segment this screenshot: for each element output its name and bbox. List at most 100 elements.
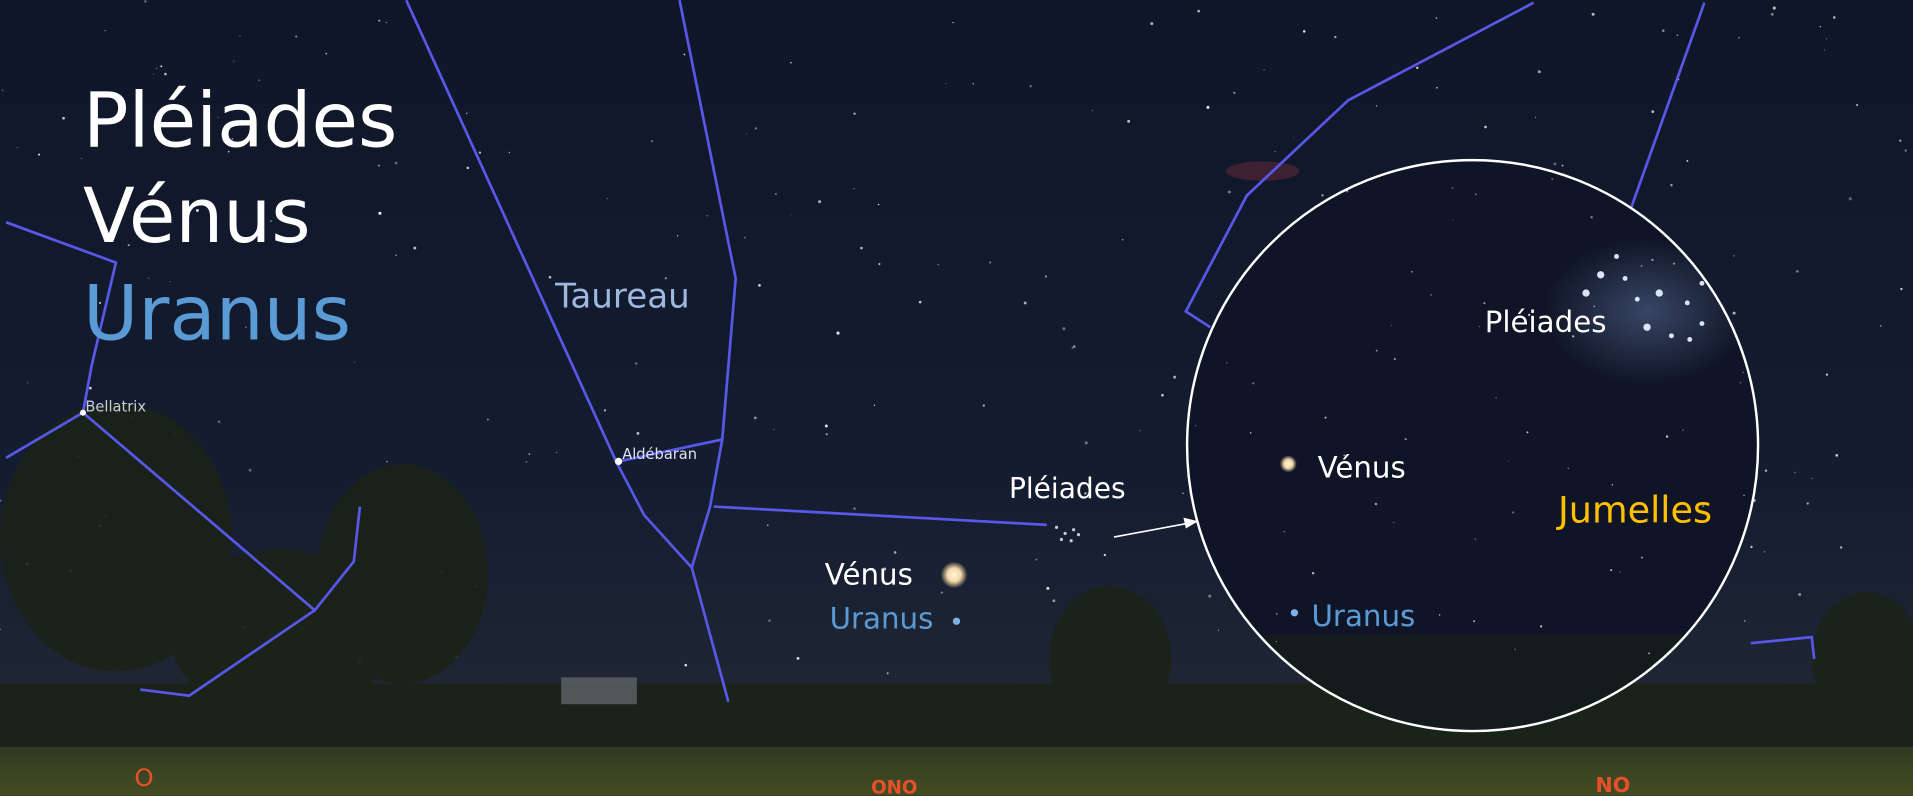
star	[853, 187, 855, 190]
star	[385, 21, 387, 24]
star	[1052, 599, 1056, 603]
star	[753, 416, 757, 420]
title-line: Vénus	[83, 172, 311, 260]
star	[676, 235, 679, 237]
star	[775, 193, 777, 195]
star	[790, 214, 792, 216]
star	[650, 140, 654, 143]
star	[603, 409, 607, 412]
star	[394, 161, 398, 165]
star	[766, 524, 769, 527]
star	[877, 203, 880, 206]
cluster-star	[1069, 539, 1073, 543]
star	[325, 52, 328, 55]
star	[1811, 477, 1813, 480]
star	[664, 277, 667, 280]
star-label: Bellatrix	[85, 398, 146, 415]
star	[1139, 430, 1141, 432]
star	[1374, 502, 1378, 506]
constellation-lines	[5, 0, 1816, 703]
star	[1796, 270, 1799, 273]
star	[1376, 105, 1378, 107]
star	[743, 236, 746, 239]
constellation-line	[618, 0, 738, 463]
star	[683, 53, 686, 56]
constellation-line	[82, 411, 362, 613]
star	[1474, 193, 1477, 196]
star	[377, 164, 380, 167]
star	[1553, 162, 1557, 166]
star	[1275, 640, 1277, 643]
star	[1819, 25, 1822, 28]
star	[1274, 150, 1276, 153]
cluster-star	[1684, 300, 1690, 306]
inset-uranus-label: Uranus	[1312, 599, 1416, 633]
star	[217, 116, 219, 119]
star	[295, 35, 298, 38]
star	[825, 433, 828, 436]
star	[1249, 432, 1252, 434]
star	[684, 663, 688, 667]
star	[886, 672, 889, 675]
star	[1324, 416, 1327, 419]
star	[217, 420, 221, 423]
star	[195, 209, 199, 212]
star	[636, 431, 640, 435]
star	[1686, 160, 1689, 162]
star	[231, 137, 234, 140]
star	[1770, 12, 1774, 16]
star	[1561, 164, 1564, 167]
star	[1392, 521, 1395, 524]
star	[269, 219, 272, 222]
star	[1375, 349, 1378, 352]
star	[1512, 511, 1515, 514]
star	[945, 83, 947, 85]
star	[1764, 469, 1768, 472]
star	[465, 112, 468, 115]
star	[466, 166, 470, 170]
star	[1404, 438, 1407, 441]
star	[1856, 104, 1859, 107]
star	[1572, 335, 1575, 338]
star	[239, 35, 241, 37]
star	[918, 300, 922, 304]
star	[1438, 614, 1441, 616]
star	[1403, 612, 1406, 615]
inset-pleiades-cluster	[1582, 254, 1705, 342]
star	[614, 457, 623, 466]
star	[395, 254, 397, 256]
constellation-line	[140, 609, 316, 698]
cluster-star	[1622, 275, 1628, 281]
star	[1451, 186, 1454, 189]
star	[16, 147, 18, 149]
star	[1535, 116, 1537, 118]
cluster-star	[1655, 289, 1663, 297]
star	[873, 404, 876, 406]
star	[127, 244, 130, 247]
star	[972, 83, 974, 85]
star	[758, 284, 761, 287]
star	[161, 208, 164, 211]
star	[1651, 110, 1655, 114]
star	[1537, 70, 1541, 74]
cluster-star	[1634, 296, 1640, 302]
constellation-line	[690, 439, 724, 568]
cluster-star	[1614, 254, 1619, 259]
star	[1197, 9, 1201, 13]
star	[487, 418, 489, 421]
star	[1252, 382, 1255, 385]
star	[225, 334, 227, 336]
star	[1835, 454, 1839, 457]
star	[378, 211, 382, 215]
star	[1619, 571, 1621, 573]
star	[508, 151, 511, 154]
star	[952, 21, 954, 24]
star	[1233, 91, 1236, 94]
star	[1208, 594, 1212, 598]
cluster-star	[1059, 537, 1064, 542]
star	[1508, 460, 1510, 462]
star	[1263, 69, 1265, 71]
star	[1226, 362, 1228, 364]
star	[836, 331, 840, 335]
cluster-star	[1699, 321, 1705, 327]
